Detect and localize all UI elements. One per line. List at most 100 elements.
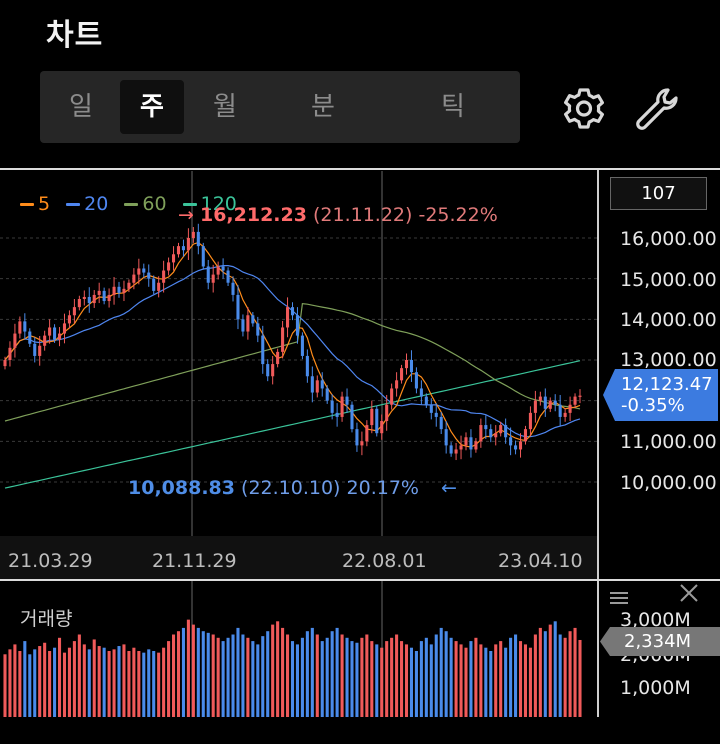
candle-body: [231, 282, 235, 295]
candle-body: [33, 343, 37, 356]
candle-body: [82, 296, 86, 299]
current-price-tag: 12,123.47 -0.35%: [603, 369, 718, 421]
candle-body: [62, 323, 67, 334]
volume-bar: [206, 632, 210, 717]
candle-body: [409, 360, 414, 373]
volume-bar: [533, 634, 537, 717]
candle-body: [578, 395, 582, 397]
candle-count-box[interactable]: 107: [610, 177, 707, 210]
volume-bar: [186, 619, 190, 717]
volume-bar: [216, 637, 220, 717]
candle-body: [57, 333, 62, 340]
page-title: 차트: [46, 18, 104, 53]
candle-body: [226, 270, 230, 283]
close-icon[interactable]: [678, 582, 700, 604]
settings-button[interactable]: [556, 82, 612, 138]
candle-body: [112, 286, 116, 295]
volume-bar: [424, 637, 428, 717]
candle-body: [28, 331, 32, 344]
volume-bar: [390, 637, 394, 717]
volume-bar: [266, 631, 270, 717]
candle-body: [92, 294, 96, 304]
candle-body: [489, 429, 493, 438]
candle-body: [340, 396, 344, 417]
candle-body: [107, 294, 111, 302]
volume-y-tick: 3,000M: [620, 609, 691, 631]
tab-tick[interactable]: 틱: [441, 92, 465, 122]
hamburger-menu-icon[interactable]: [609, 590, 629, 606]
candle-body: [206, 266, 210, 283]
candle-body: [67, 315, 71, 324]
candle-body: [380, 421, 384, 434]
volume-bar: [18, 651, 22, 717]
candle-body: [350, 404, 354, 430]
volume-bar: [548, 624, 552, 717]
low-value: 10,088.83: [128, 477, 235, 499]
candle-body: [97, 290, 101, 295]
volume-bar: [315, 634, 319, 717]
volume-bar: [444, 631, 448, 717]
volume-bar: [271, 624, 275, 717]
candle-body: [345, 396, 349, 405]
price-chart[interactable]: [0, 171, 597, 579]
volume-bar: [23, 641, 27, 717]
volume-bar: [385, 641, 389, 717]
volume-bar: [38, 646, 42, 717]
x-tick-label: 21.11.29: [152, 550, 237, 572]
x-tick-label: 23.04.10: [498, 550, 583, 572]
y-tick-label: 16,000.00: [620, 228, 717, 250]
volume-bar: [578, 639, 582, 717]
legend-item-ma120: 120: [182, 193, 237, 215]
candle-body: [23, 321, 27, 332]
candle-body: [211, 274, 215, 283]
candle-body: [167, 262, 171, 271]
tab-month[interactable]: 월: [213, 92, 237, 122]
volume-bar: [484, 647, 488, 717]
candle-body: [127, 282, 131, 289]
volume-bar: [330, 631, 334, 717]
candle-body: [142, 268, 146, 273]
low-annotation: 10,088.83 (22.10.10) 20.17% ←: [128, 477, 457, 499]
volume-bar: [518, 641, 523, 717]
tab-minute[interactable]: 분: [311, 92, 335, 122]
volume-bar: [509, 637, 513, 717]
volume-chart[interactable]: [0, 581, 597, 717]
volume-bar: [122, 644, 126, 717]
legend-item-ma60: 60: [124, 193, 167, 215]
volume-bar: [538, 627, 542, 717]
volume-bar: [211, 634, 215, 717]
volume-bar: [157, 652, 161, 717]
volume-bar: [82, 644, 86, 717]
volume-bar: [404, 644, 409, 717]
volume-bar: [8, 649, 12, 717]
volume-bar: [365, 634, 369, 717]
tab-day[interactable]: 일: [69, 92, 93, 122]
candle-body: [246, 315, 250, 332]
volume-bar: [350, 641, 354, 717]
volume-bar: [246, 637, 250, 717]
candle-body: [424, 396, 428, 405]
candle-body: [444, 429, 448, 446]
tools-button[interactable]: [630, 82, 686, 138]
volume-bar: [400, 641, 404, 717]
candle-body: [449, 445, 453, 454]
candle-body: [132, 274, 136, 283]
high-pct: -25.22%: [418, 204, 498, 226]
candle-body: [400, 368, 404, 381]
volume-bar: [553, 621, 557, 717]
candle-body: [543, 396, 547, 409]
volume-bar: [236, 627, 240, 717]
candle-body: [514, 445, 518, 450]
candle-body: [434, 412, 438, 417]
candle-body: [533, 400, 537, 413]
candle-body: [286, 307, 290, 328]
volume-bar: [57, 637, 62, 717]
volume-bar: [310, 627, 314, 717]
tab-week[interactable]: 주: [120, 80, 184, 134]
candle-body: [3, 360, 7, 367]
candle-body: [251, 315, 255, 324]
x-tick-label: 21.03.29: [8, 550, 93, 572]
volume-bar: [87, 649, 91, 717]
candle-body: [122, 288, 126, 293]
volume-bar: [523, 644, 528, 717]
